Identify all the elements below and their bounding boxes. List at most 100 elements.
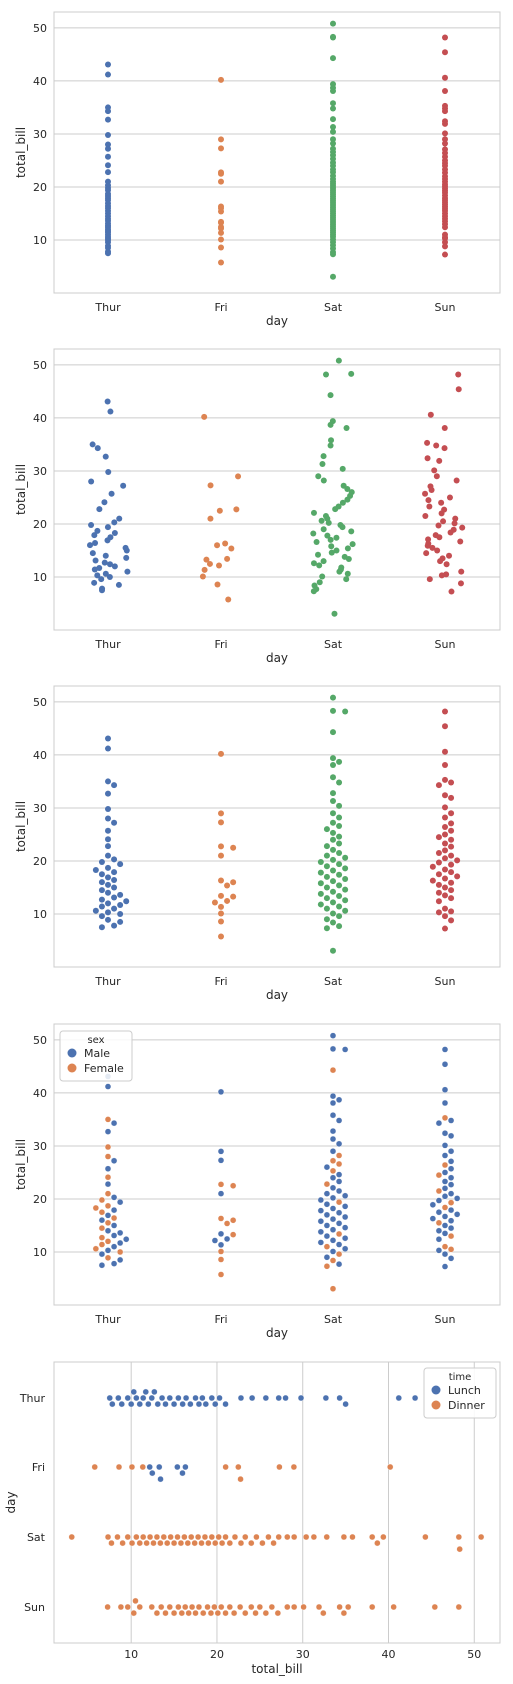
point-sun-dinner xyxy=(211,1603,218,1611)
point-sat xyxy=(330,867,336,874)
point-sun-dinner xyxy=(200,1609,207,1617)
y-tick-label: 50 xyxy=(33,696,47,709)
point-sun-dinner xyxy=(336,1603,343,1611)
data-points xyxy=(92,694,461,954)
point-sun xyxy=(427,411,434,418)
point-sun-dinner xyxy=(390,1603,397,1611)
x-tick-label: Sat xyxy=(324,638,343,651)
point-sat-male xyxy=(323,1190,331,1197)
point-sat-male xyxy=(335,1260,343,1268)
point-sat-dinner xyxy=(218,1539,226,1547)
point-sat xyxy=(344,545,351,552)
point-thur-female xyxy=(104,1254,112,1262)
point-sat xyxy=(330,755,336,762)
point-sat-dinner xyxy=(340,1533,348,1541)
chart-panel-4: 10 20 30 40 50 Thur Fri Sat Sun day total_bill sexM… xyxy=(14,1023,501,1340)
point-sun-dinner xyxy=(226,1603,234,1611)
x-axis-label: total_bill xyxy=(251,1662,302,1676)
point-sat xyxy=(323,884,330,891)
x-tick-label: 50 xyxy=(467,1648,481,1661)
point-sat-male xyxy=(329,1045,337,1053)
legend-label-female: Female xyxy=(84,1062,124,1075)
point-sun xyxy=(442,748,448,755)
point-fri-female xyxy=(229,1217,237,1224)
y-axis-label: total_bill xyxy=(14,1139,28,1190)
point-fri xyxy=(218,903,224,910)
point-thur-lunch xyxy=(127,1400,135,1408)
point-thur xyxy=(98,887,105,894)
point-fri xyxy=(203,556,210,563)
point-fri xyxy=(201,413,208,420)
point-sat xyxy=(330,20,336,27)
y-tick-label: Fri xyxy=(32,1461,45,1474)
x-tick-label: 30 xyxy=(296,1648,310,1661)
point-sun xyxy=(435,898,442,905)
point-sun xyxy=(458,568,465,575)
point-thur xyxy=(101,559,108,566)
x-tick-label: 10 xyxy=(124,1648,138,1661)
point-fri xyxy=(218,170,224,177)
point-thur-lunch xyxy=(148,1394,155,1402)
point-thur-lunch xyxy=(336,1394,343,1402)
point-sun xyxy=(452,515,459,522)
point-fri-lunch xyxy=(156,1463,163,1471)
point-thur xyxy=(105,169,111,176)
x-tick-label: Fri xyxy=(214,638,227,651)
point-sat-dinner xyxy=(323,1533,330,1541)
point-sun xyxy=(448,869,455,876)
point-sat-male xyxy=(341,1234,349,1242)
point-fri xyxy=(230,879,237,886)
point-sun xyxy=(438,510,445,517)
point-sun xyxy=(448,779,455,786)
point-sun-dinner xyxy=(320,1609,327,1617)
point-sat xyxy=(323,852,330,859)
point-sat-dinner xyxy=(157,1539,164,1547)
point-sat xyxy=(330,910,336,917)
point-sat xyxy=(328,437,335,444)
point-sat-dinner xyxy=(198,1539,205,1547)
point-sun-dinner xyxy=(455,1603,463,1611)
point-sat xyxy=(336,861,343,868)
point-thur-female xyxy=(116,1248,124,1256)
point-thur xyxy=(87,542,94,549)
point-sat xyxy=(342,886,349,893)
point-thur-lunch xyxy=(182,1394,190,1402)
point-thur-male xyxy=(123,1236,130,1243)
point-sat xyxy=(349,541,356,548)
plot-frame xyxy=(53,685,501,968)
point-fri xyxy=(218,843,224,850)
point-sun xyxy=(438,499,445,506)
point-sat xyxy=(327,392,334,399)
point-sat xyxy=(330,124,336,131)
point-sun xyxy=(448,917,455,924)
point-sun-male xyxy=(447,1217,455,1224)
point-sun-female xyxy=(447,1199,455,1206)
point-sun xyxy=(422,513,429,520)
point-sat xyxy=(320,558,327,565)
point-sun xyxy=(442,892,448,899)
point-fri-female xyxy=(229,1231,237,1238)
point-fri xyxy=(218,933,224,940)
point-sun xyxy=(448,843,455,850)
point-sun-female xyxy=(435,1187,443,1195)
x-tick-label: Sat xyxy=(324,301,343,314)
x-tick-label: Thur xyxy=(94,301,121,314)
point-sat xyxy=(324,532,331,539)
point-sun xyxy=(442,224,448,231)
point-thur xyxy=(105,745,111,752)
point-sun xyxy=(442,130,448,137)
point-thur xyxy=(105,469,112,476)
point-sun xyxy=(448,588,455,595)
point-sat xyxy=(330,707,336,714)
point-sat xyxy=(330,774,336,781)
point-sun-male xyxy=(447,1174,455,1181)
point-fri-lunch xyxy=(149,1469,156,1477)
point-thur xyxy=(105,778,111,785)
point-thur-male xyxy=(116,1239,124,1247)
point-sat xyxy=(339,524,346,531)
point-thur xyxy=(94,572,101,579)
point-sat xyxy=(342,708,349,715)
point-sat-dinner xyxy=(68,1533,75,1541)
point-thur xyxy=(111,922,118,929)
point-thur-lunch xyxy=(166,1394,173,1402)
